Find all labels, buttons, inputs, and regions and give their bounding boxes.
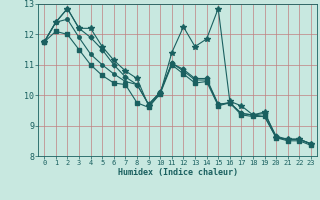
X-axis label: Humidex (Indice chaleur): Humidex (Indice chaleur) bbox=[118, 168, 238, 177]
